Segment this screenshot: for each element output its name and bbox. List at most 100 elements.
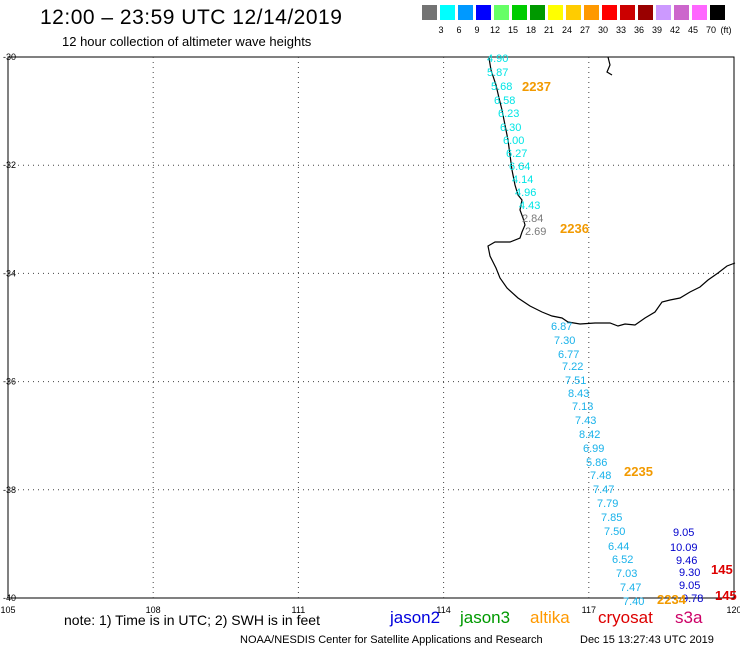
swh-value: 2.84 <box>522 213 543 225</box>
swh-value: 8.42 <box>579 429 600 441</box>
legend-label: 3 <box>438 25 444 35</box>
swh-value: 7.22 <box>562 361 583 373</box>
swh-value: 10.09 <box>670 542 698 554</box>
swh-value: 8.43 <box>568 388 589 400</box>
legend-swatch <box>512 5 527 20</box>
legend-swatch <box>440 5 455 20</box>
legend-label: 9 <box>474 25 480 35</box>
legend-swatch <box>494 5 509 20</box>
lat-tick-label: -32 <box>3 160 16 170</box>
legend-label: 33 <box>615 25 626 35</box>
pass-number: 2236 <box>560 221 589 236</box>
swh-value: 6.58 <box>494 95 515 107</box>
swh-value: 6.52 <box>612 554 633 566</box>
swh-value: 6.44 <box>608 541 629 553</box>
swh-value: 7.47 <box>620 582 641 594</box>
legend-label: 18 <box>525 25 536 35</box>
swh-value: 6.30 <box>500 122 521 134</box>
graticule <box>8 57 734 598</box>
swh-value: 9.30 <box>679 567 700 579</box>
map-frame <box>7 56 735 599</box>
pass-number: 2235 <box>624 464 653 479</box>
swh-value: 7.13 <box>572 401 593 413</box>
swh-value: 4.90 <box>487 53 508 65</box>
map-subtitle: 12 hour collection of altimeter wave hei… <box>62 34 312 49</box>
footer-note: note: 1) Time is in UTC; 2) SWH is in fe… <box>64 612 320 628</box>
legend-label: 39 <box>651 25 662 35</box>
swh-value: 5.68 <box>491 81 512 93</box>
lat-tick-label: -30 <box>3 52 16 62</box>
generated-timestamp: Dec 15 13:27:43 UTC 2019 <box>580 634 714 646</box>
swh-value: 9.78 <box>682 593 703 605</box>
swh-value: 7.47 <box>593 484 614 496</box>
wave-height-values: 4.90 5.87 5.68 6.586.23 6.306.006.276.644.14… <box>487 53 703 608</box>
legend-label: 70 <box>705 25 716 35</box>
legend-jason2: jason2 <box>390 608 441 627</box>
lat-tick-label: -40 <box>3 593 16 603</box>
swh-value: 7.03 <box>616 568 637 580</box>
swh-value: 6.27 <box>506 148 527 160</box>
legend-label: 27 <box>579 25 590 35</box>
legend-swatch <box>584 5 599 20</box>
legend-label: 30 <box>597 25 608 35</box>
legend-swatch <box>458 5 473 20</box>
swh-value: 4.43 <box>519 200 540 212</box>
legend-swatch <box>476 5 491 20</box>
legend-altika: altika <box>530 608 570 627</box>
swh-value: 7.30 <box>554 335 575 347</box>
swh-value: 9.46 <box>676 555 697 567</box>
legend-label: 12 <box>489 25 500 35</box>
legend-unit: (ft) <box>720 25 732 35</box>
swh-value: 7.85 <box>601 512 622 524</box>
swh-value: 6.99 <box>583 443 604 455</box>
legend-label: 36 <box>633 25 644 35</box>
pass-numbers: 2237 2236 2235 2234 145 145 <box>522 79 737 607</box>
legend-swatch <box>422 5 437 20</box>
swh-value: 6.77 <box>558 349 579 361</box>
lon-tick-label: 105 <box>0 605 15 615</box>
swh-value: 5.86 <box>586 457 607 469</box>
lat-tick-label: -34 <box>3 268 16 278</box>
coastline <box>487 56 736 327</box>
swh-value: 6.23 <box>498 108 519 120</box>
swh-value: 7.50 <box>604 526 625 538</box>
swh-value: 7.51 <box>565 375 586 387</box>
legend-swatch <box>530 5 545 20</box>
swh-value: 7.40 <box>623 596 644 608</box>
lon-tick-label: 114 <box>436 605 450 615</box>
legend-label: 45 <box>687 25 698 35</box>
legend-swatch <box>620 5 635 20</box>
legend-s3a: s3a <box>675 608 703 627</box>
legend-label: 15 <box>507 25 518 35</box>
swh-value: 5.87 <box>487 67 508 79</box>
pass-number: 145 <box>715 588 737 603</box>
legend-swatch <box>638 5 653 20</box>
legend-swatch <box>548 5 563 20</box>
legend-swatch <box>566 5 581 20</box>
legend-swatch <box>674 5 689 20</box>
coastline-segment <box>606 56 613 76</box>
pass-number: 2237 <box>522 79 551 94</box>
lon-tick-label: 117 <box>582 605 596 615</box>
swh-value: 7.48 <box>590 470 611 482</box>
legend-label: 24 <box>561 25 572 35</box>
swh-value: 2.69 <box>525 226 546 238</box>
swh-value: 4.96 <box>515 187 536 199</box>
legend-swatch <box>710 5 725 20</box>
credit-line: NOAA/NESDIS Center for Satellite Applica… <box>240 634 543 646</box>
swh-value: 6.64 <box>509 161 530 173</box>
swh-value: 6.87 <box>551 321 572 333</box>
lon-tick-label: 108 <box>146 605 161 615</box>
pass-number: 2234 <box>657 592 687 607</box>
swh-value: 9.05 <box>679 580 700 592</box>
swh-value: 4.14 <box>512 174 533 186</box>
swh-value: 7.43 <box>575 415 596 427</box>
lon-tick-label: 111 <box>292 605 306 615</box>
map-title: 12:00 – 23:59 UTC 12/14/2019 <box>40 6 343 29</box>
axis-labels: 105 108 111 114 117 120 -30 -32 -34 -36 -38 -40 <box>0 52 740 615</box>
legend-swatch <box>602 5 617 20</box>
lat-tick-label: -38 <box>3 485 16 495</box>
swh-value: 7.79 <box>597 498 618 510</box>
legend-jason3: jason3 <box>460 608 511 627</box>
